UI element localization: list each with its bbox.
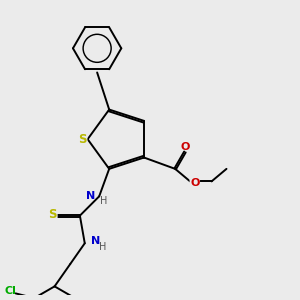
- Text: S: S: [78, 133, 87, 146]
- Text: N: N: [86, 191, 95, 201]
- Text: H: H: [100, 196, 107, 206]
- Text: H: H: [99, 242, 106, 252]
- Text: N: N: [91, 236, 100, 246]
- Text: Cl: Cl: [5, 286, 17, 296]
- Text: O: O: [181, 142, 190, 152]
- Text: S: S: [48, 208, 57, 221]
- Text: O: O: [190, 178, 200, 188]
